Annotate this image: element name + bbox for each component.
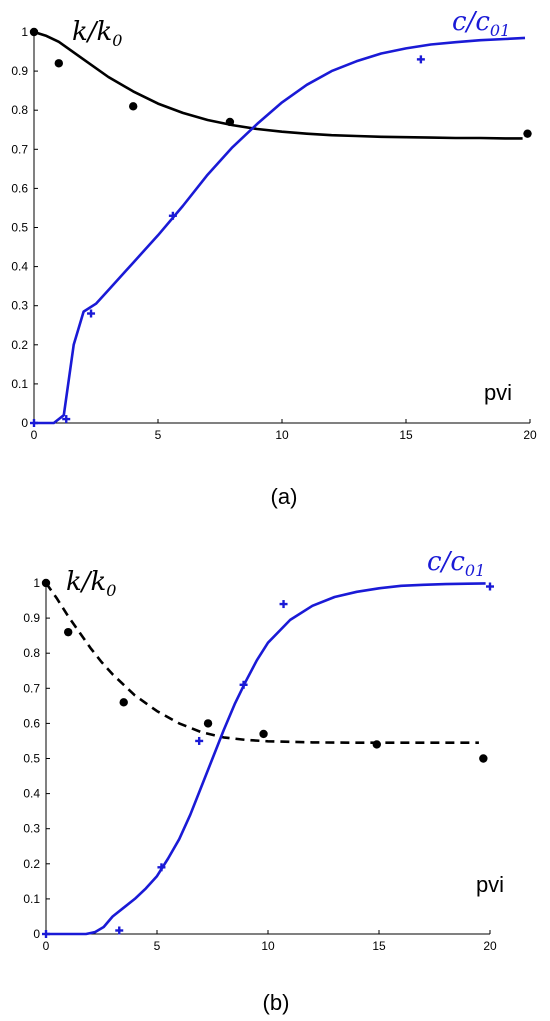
panel-a: 0 0.1 0.2 0.3 0.4 0.5 0.6 0.7 0.8 0.9 1 0 5 10 15 20 p…	[11, 7, 537, 509]
panel-a-curves	[33, 30, 526, 425]
panel-b-k-label: k/k0	[66, 567, 116, 600]
panel-a-y-tick-label: 0	[21, 416, 28, 430]
panel-b-x-ticks: 0 5 10 15 20	[43, 930, 497, 953]
panel-a-k-point	[29, 27, 39, 37]
panel-b-k-point	[372, 740, 381, 749]
panel-a-k-point	[523, 129, 532, 138]
panel-a-y-tick-label: 0.8	[11, 103, 28, 117]
panel-b-c-label-sub: 01	[465, 561, 485, 580]
panel-b-k-label-sub: 0	[106, 581, 116, 600]
panel-b-y-ticks: 0 0.1 0.2 0.3 0.4 0.5 0.6 0.7 0.8 0.9 1	[23, 576, 50, 941]
panel-b-y-tick-label: 1	[33, 576, 40, 590]
panel-a-caption: (a)	[271, 484, 298, 509]
panel-a-x-tick-label: 10	[275, 428, 289, 442]
panel-b-k-point	[63, 627, 73, 637]
panel-b-k-point	[259, 729, 268, 739]
panel-b-y-tick-label: 0.5	[23, 752, 40, 766]
panel-b-y-tick-label: 0.3	[23, 822, 40, 836]
panel-a-x-ticks: 0 5 10 15 20	[31, 419, 537, 442]
panel-b-markers	[41, 578, 494, 938]
panel-a-c-label-main: c/c	[452, 7, 490, 37]
panel-a-y-tick-label: 0.6	[11, 181, 28, 195]
panel-a-k-curve	[33, 30, 523, 140]
panel-b-c-point	[195, 736, 204, 745]
panel-a-y-tick-label: 0.7	[11, 142, 28, 156]
panel-a-c-point	[168, 211, 177, 220]
panel-a-c-point	[30, 419, 38, 427]
panel-b-c-label-main: c/c	[427, 547, 465, 577]
panel-b-c-point	[486, 582, 494, 591]
panel-b-y-tick-label: 0.9	[23, 611, 40, 625]
panel-b-k-point	[119, 698, 128, 707]
panel-b-y-tick-label: 0.1	[23, 892, 40, 906]
panel-b-x-tick-label: 0	[43, 939, 50, 953]
panel-b-c-point	[115, 926, 124, 935]
panel-a-c-label-sub: 01	[490, 21, 510, 40]
panel-a-y-tick-label: 0.1	[11, 377, 28, 391]
panel-b-y-tick-label: 0.6	[23, 716, 40, 730]
panel-b-c-curve	[46, 582, 486, 936]
panel-b-x-tick-label: 10	[261, 939, 275, 953]
panel-b-x-label: pvi	[476, 872, 504, 897]
panel-b-k-point	[479, 754, 488, 763]
panel-b-k-point	[41, 578, 51, 588]
panel-b-k-curve	[44, 582, 479, 744]
panel-a-c-label: c/c01	[452, 7, 510, 40]
panel-a-c-point	[62, 415, 71, 424]
panel-a-y-tick-label: 0.4	[11, 260, 28, 274]
panel-a-x-tick-label: 0	[31, 428, 38, 442]
panel-a-c-point	[87, 309, 96, 318]
panel-b-y-tick-label: 0.4	[23, 787, 40, 801]
panel-b-y-tick-label: 0.8	[23, 646, 40, 660]
panel-a-k-point	[54, 59, 63, 68]
panel-b: 0 0.1 0.2 0.3 0.4 0.5 0.6 0.7 0.8 0.9 1 0 5 10 15 20 p…	[23, 547, 504, 1015]
panel-b-k-point	[203, 719, 213, 728]
panel-a-y-ticks: 0 0.1 0.2 0.3 0.4 0.5 0.6 0.7 0.8 0.9 1	[11, 25, 38, 430]
panel-b-c-label: c/c01	[427, 547, 485, 580]
panel-b-y-tick-label: 0	[33, 927, 40, 941]
panel-a-y-tick-label: 0.9	[11, 64, 28, 78]
panel-b-c-point	[239, 680, 248, 689]
panel-a-y-tick-label: 0.2	[11, 338, 28, 352]
panel-a-k-label-sub: 0	[112, 31, 122, 50]
panel-a-x-tick-label: 20	[523, 428, 537, 442]
panel-b-x-tick-label: 20	[483, 939, 497, 953]
panel-a-k-label-main: k/k	[72, 17, 112, 47]
panel-a-markers	[29, 27, 532, 427]
panel-b-c-point	[42, 930, 50, 938]
panel-b-c-point	[279, 600, 288, 609]
panel-a-y-tick-label: 0.5	[11, 221, 28, 235]
panel-a-y-tick-label: 1	[21, 25, 28, 39]
panel-a-k-label: k/k0	[72, 17, 122, 50]
panel-a-x-label: pvi	[484, 380, 512, 405]
panel-a-c-point	[416, 55, 425, 64]
panel-a-k-point	[129, 102, 138, 111]
panel-a-k-point	[225, 117, 235, 127]
panel-b-y-tick-label: 0.2	[23, 857, 40, 871]
panel-a-x-tick-label: 5	[155, 428, 162, 442]
panel-a-y-tick-label: 0.3	[11, 299, 28, 313]
panel-b-c-point	[157, 863, 166, 872]
panel-a-x-tick-label: 15	[399, 428, 413, 442]
panel-b-y-tick-label: 0.7	[23, 681, 40, 695]
panel-b-caption: (b)	[263, 990, 290, 1015]
panel-a-c-curve	[34, 36, 526, 425]
panel-b-k-label-main: k/k	[66, 567, 106, 597]
panel-b-x-tick-label: 5	[154, 939, 161, 953]
panel-b-x-tick-label: 15	[372, 939, 386, 953]
panel-b-curves	[44, 582, 486, 936]
